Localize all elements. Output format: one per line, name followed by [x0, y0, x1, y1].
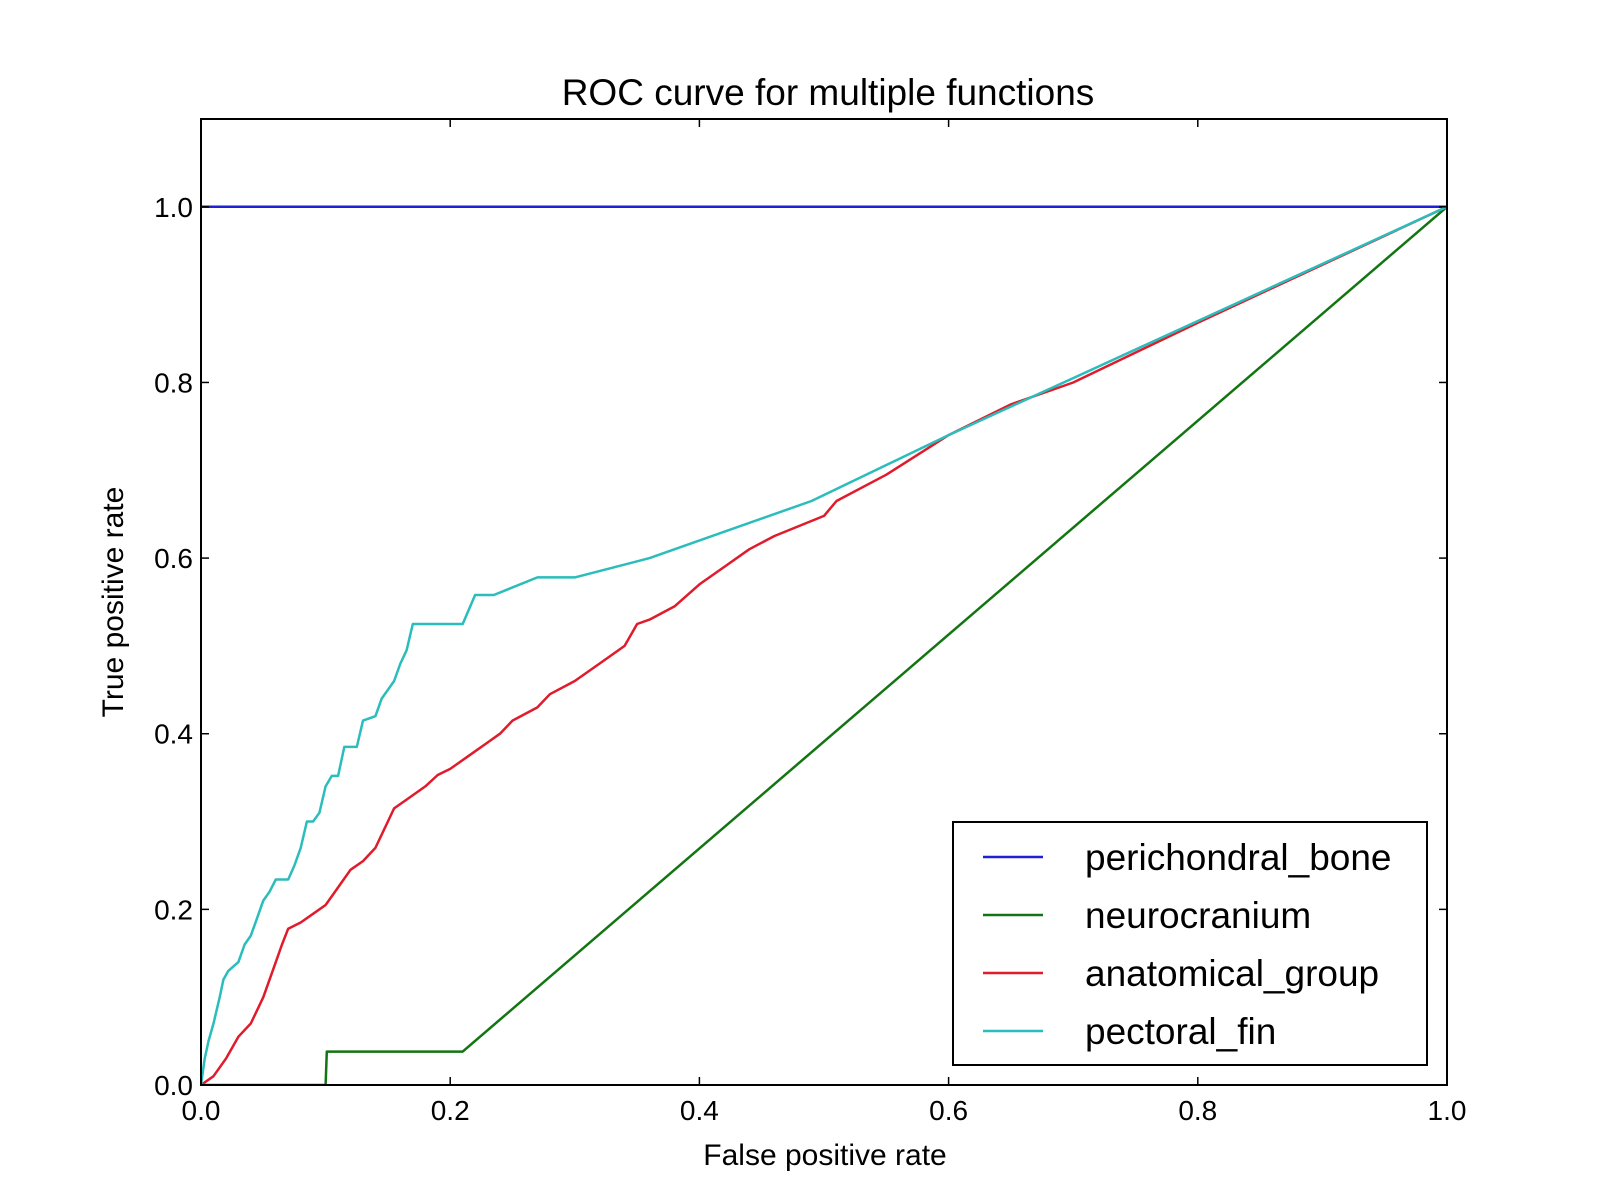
- x-tick-label: 1.0: [1428, 1095, 1467, 1126]
- legend: perichondral_bone neurocranium anatomical_…: [952, 821, 1428, 1066]
- x-tick-label: 0.2: [431, 1095, 470, 1126]
- legend-label: perichondral_bone: [1085, 837, 1392, 878]
- legend-label: anatomical_group: [1085, 953, 1379, 994]
- legend-box: [952, 821, 1428, 1066]
- y-tick-label: 0.4: [154, 719, 193, 750]
- legend-item-perichondral-bone: perichondral_bone: [983, 837, 1392, 878]
- legend-label: pectoral_fin: [1085, 1011, 1276, 1052]
- y-tick-label: 0.8: [154, 367, 193, 398]
- x-tick-label: 0.6: [929, 1095, 968, 1126]
- tick-layer: 0.0 0.2 0.4 0.6 0.8 1.0 0.0 0.2 0.4 0.6 0.8 1.0: [154, 119, 1466, 1126]
- y-tick-label: 0.6: [154, 543, 193, 574]
- series-layer: [201, 205, 1447, 1085]
- y-tick-label: 0.2: [154, 894, 193, 925]
- y-tick-label: 0.0: [154, 1070, 193, 1101]
- series-line-anatomical-group: [201, 205, 1447, 1085]
- legend-item-pectoral-fin: pectoral_fin: [983, 1011, 1276, 1052]
- legend-label: neurocranium: [1085, 895, 1311, 936]
- y-axis-label: True positive rate: [97, 487, 130, 718]
- legend-item-neurocranium: neurocranium: [983, 895, 1311, 936]
- series-line-pectoral-fin: [201, 205, 1447, 1085]
- x-axis-label: False positive rate: [703, 1139, 946, 1172]
- series-line-neurocranium: [201, 205, 1447, 1085]
- legend-item-anatomical-group: anatomical_group: [983, 953, 1379, 994]
- x-tick-label: 0.0: [182, 1095, 221, 1126]
- plot-frame: [200, 118, 1448, 1086]
- chart-title: ROC curve for multiple functions: [562, 72, 1095, 113]
- y-tick-label: 1.0: [154, 192, 193, 223]
- x-tick-label: 0.4: [680, 1095, 719, 1126]
- x-tick-label: 0.8: [1178, 1095, 1217, 1126]
